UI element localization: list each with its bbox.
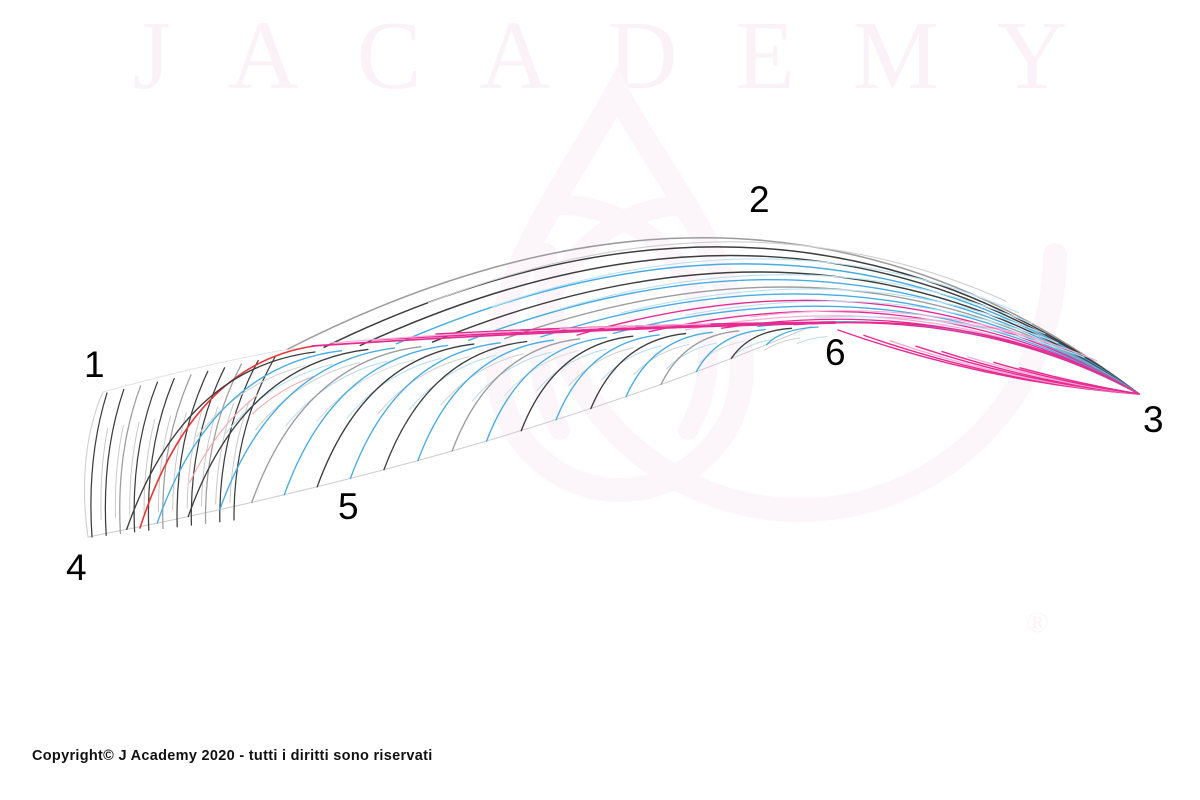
registered-trademark-icon: ® (1026, 606, 1049, 639)
watermark-text: JACADEMY (132, 2, 1126, 109)
point-label-5: 5 (338, 486, 359, 527)
point-label-3: 3 (1143, 399, 1164, 440)
point-label-1: 1 (84, 344, 105, 385)
point-label-2: 2 (749, 179, 770, 220)
copyright-text: Copyright© J Academy 2020 - tutti i diri… (32, 748, 433, 764)
point-label-6: 6 (825, 332, 846, 373)
point-label-4: 4 (66, 547, 87, 588)
